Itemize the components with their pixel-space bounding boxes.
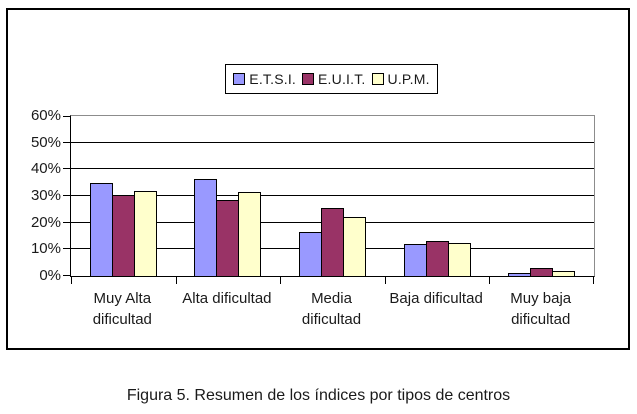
bar-euit-muybajadificultad <box>530 268 554 276</box>
bar-etsi-muyaltadificultad <box>89 183 113 276</box>
y-axis-tick-label: 60% <box>30 107 61 124</box>
gridline-50 <box>71 141 594 143</box>
y-axis-tick-label: 20% <box>30 213 61 231</box>
x-axis-tick <box>489 277 491 284</box>
x-axis-category-label-muyaltadificultad: Muy Alta dificultad <box>92 290 152 328</box>
y-axis-tick-label: 50% <box>30 133 61 151</box>
x-axis-category-label-mediadificultad: Media dificultad <box>301 290 362 328</box>
x-axis-tick <box>71 277 72 284</box>
legend-item-etsi: E.T.S.I. <box>233 71 296 87</box>
legend-swatch-upm-icon <box>371 73 384 85</box>
y-axis-tick-label: 0% <box>39 267 61 284</box>
bar-upm-bajadificultad <box>447 243 471 276</box>
legend-label-etsi: E.T.S.I. <box>249 71 297 87</box>
x-axis-tick <box>280 277 282 284</box>
x-axis-tick <box>593 277 594 284</box>
x-axis-category-label-muybajadificultad: Muy baja dificultad <box>510 290 572 328</box>
legend-item-euit: E.U.I.T. <box>302 71 366 87</box>
legend-label-upm: U.P.M. <box>387 71 430 87</box>
bar-euit-altadificultad <box>216 200 240 276</box>
chart-frame: E.T.S.I. E.U.I.T. U.P.M. 0% 10% 20% 30% 40% 50%… <box>6 8 630 350</box>
x-axis-category-label-altadificultad: Alta dificultad <box>182 290 272 307</box>
bar-euit-muyaltadificultad <box>111 195 135 276</box>
legend-item-upm: U.P.M. <box>371 71 430 87</box>
y-axis-tick <box>63 168 70 170</box>
y-axis-tick <box>63 248 70 250</box>
figure-caption: Figura 5. Resumen de los índices por tip… <box>126 387 511 404</box>
y-axis-tick <box>63 141 70 143</box>
bar-etsi-bajadificultad <box>403 244 427 276</box>
y-axis-tick <box>63 195 70 196</box>
x-axis-category-label-bajadificultad: Baja dificultad <box>389 290 483 307</box>
y-axis-tick-label: 40% <box>30 160 61 178</box>
y-axis-tick-label: 30% <box>30 187 61 204</box>
gridline-30 <box>71 195 594 196</box>
x-axis-tick <box>175 277 177 284</box>
bar-etsi-mediadificultad <box>299 232 322 276</box>
gridline-40 <box>71 168 594 170</box>
legend-label-euit: E.U.I.T. <box>318 71 366 87</box>
legend-swatch-etsi-icon <box>233 73 246 85</box>
bar-etsi-muybajadificultad <box>508 273 532 276</box>
bar-etsi-altadificultad <box>194 179 218 276</box>
bar-upm-muyaltadificultad <box>133 191 157 276</box>
y-axis-tick-label: 10% <box>30 240 61 258</box>
y-axis-tick <box>63 275 70 276</box>
bar-upm-altadificultad <box>238 192 262 276</box>
chart-legend: E.T.S.I. E.U.I.T. U.P.M. <box>225 64 438 94</box>
y-axis-tick <box>63 116 70 117</box>
bar-upm-mediadificultad <box>343 217 366 276</box>
legend-swatch-euit-icon <box>302 73 315 85</box>
bar-euit-bajadificultad <box>425 241 449 276</box>
y-axis-tick <box>63 221 70 223</box>
bar-euit-mediadificultad <box>321 208 344 276</box>
plot-area: 0% 10% 20% 30% 40% 50% 60% <box>31 108 595 284</box>
x-axis-tick <box>384 277 386 284</box>
bar-upm-muybajadificultad <box>552 271 576 276</box>
